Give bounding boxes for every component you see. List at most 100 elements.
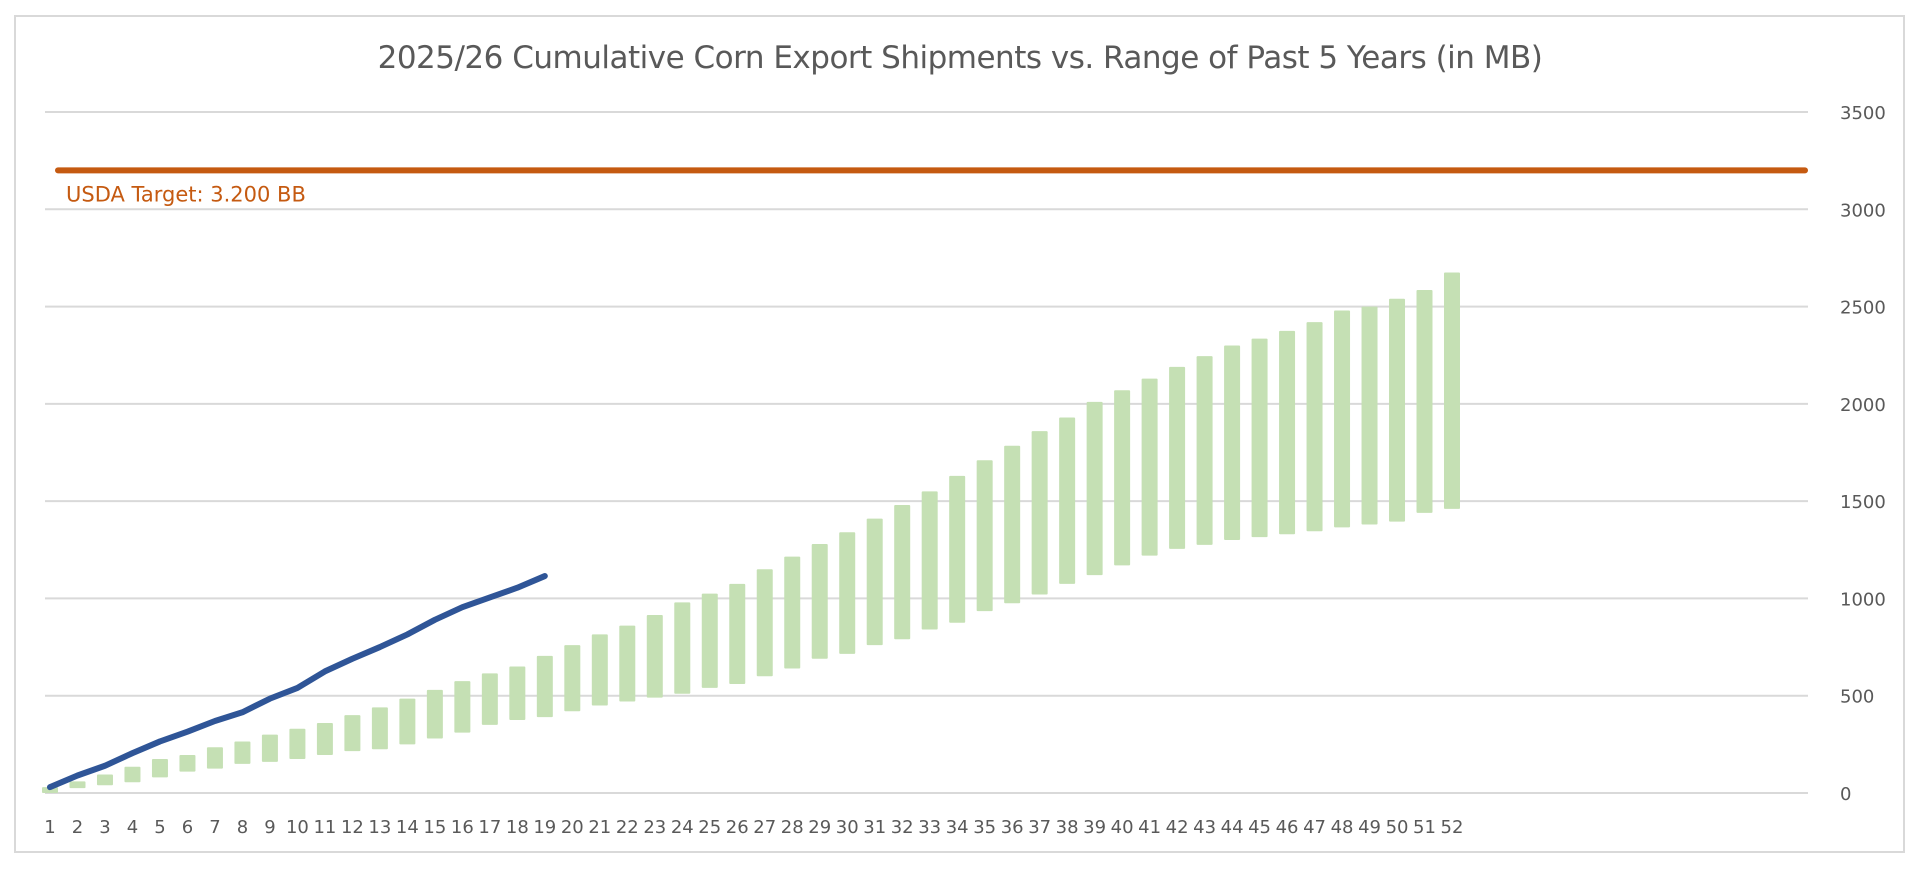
x-tick-label: 26 [726,817,749,838]
range-bar [1389,298,1406,522]
range-bar [96,774,113,786]
current-season-line [47,573,548,791]
range-bar [426,689,443,739]
chart-title: 2025/26 Cumulative Corn Export Shipments… [377,40,1543,76]
range-bar [976,460,993,612]
range-bar [866,518,883,646]
x-tick-label: 25 [698,817,721,838]
range-bar [619,625,636,702]
x-tick-label: 32 [891,817,914,838]
range-bar [289,728,306,759]
range-bar [151,758,168,778]
x-tick-label: 43 [1193,817,1216,838]
x-tick-label: 49 [1358,817,1381,838]
x-tick-label: 11 [313,817,336,838]
x-tick-label: 1 [44,817,55,838]
range-bar [234,741,251,764]
x-tick-label: 14 [396,817,419,838]
x-tick-label: 28 [781,817,804,838]
y-tick-label: 1500 [1840,492,1886,513]
x-tick-label: 19 [533,817,556,838]
x-tick-label: 2 [72,817,83,838]
x-tick-label: 12 [341,817,364,838]
x-tick-label: 35 [973,817,996,838]
range-bar [1334,310,1351,528]
x-tick-label: 48 [1331,817,1354,838]
x-tick-label: 4 [127,817,138,838]
range-bar [1059,417,1076,584]
usda-target: USDA Target: 3.200 BB [55,167,1808,206]
x-tick-label: 3 [99,817,110,838]
range-bar [206,747,223,769]
x-tick-label: 39 [1083,817,1106,838]
range-bar [1251,338,1268,538]
range-bar [921,491,938,630]
x-tick-label: 22 [616,817,639,838]
range-bar [839,532,856,654]
range-bar [69,781,86,789]
x-tick-label: 18 [506,817,529,838]
x-tick-label: 5 [154,817,165,838]
x-tick-label: 17 [478,817,501,838]
range-bar [179,755,196,772]
range-bar [949,475,966,623]
x-tick-label: 45 [1248,817,1271,838]
x-tick-label: 33 [918,817,941,838]
x-tick-label: 52 [1441,817,1464,838]
x-tick-label: 24 [671,817,694,838]
x-tick-label: 27 [753,817,776,838]
x-tick-label: 38 [1056,817,1079,838]
range-bar [261,734,278,762]
gridlines [45,111,1808,794]
x-tick-label: 36 [1001,817,1024,838]
range-bar [1004,445,1021,604]
x-tick-label: 44 [1221,817,1244,838]
range-bar [1444,272,1460,509]
range-bar [701,593,718,688]
range-bar [729,583,746,685]
range-bar [536,655,553,718]
x-tick-label: 34 [946,817,969,838]
x-tick-label: 41 [1138,817,1161,838]
range-bar [674,602,691,694]
range-bar [481,673,498,725]
range-bar [894,505,911,640]
x-tick-label: 46 [1276,817,1299,838]
range-bar [509,666,526,721]
x-axis-ticks: 1 2 3 4 5 6 7 8 9 10 11 12 13 14 15 16 17 18 19 20 21 22 23 24 2… [44,817,1463,838]
x-tick-label: 42 [1166,817,1189,838]
range-bar [1086,401,1103,576]
range-bars [42,272,1460,793]
x-tick-label: 51 [1413,817,1436,838]
x-tick-label: 20 [561,817,584,838]
range-bar [124,766,141,783]
range-bar [1279,330,1296,535]
range-bar [811,543,828,659]
chart-frame [14,15,1905,853]
y-tick-label: 1000 [1840,589,1886,610]
x-tick-label: 7 [209,817,220,838]
x-tick-label: 50 [1386,817,1409,838]
x-tick-label: 29 [808,817,831,838]
range-bar [454,681,471,733]
x-tick-label: 9 [264,817,275,838]
x-tick-label: 47 [1303,817,1326,838]
y-tick-label: 3000 [1840,200,1886,221]
range-bar [1169,366,1186,549]
target-label: USDA Target: 3.200 BB [66,182,306,206]
y-axis-ticks: 0 500 1000 1500 2000 2500 3000 3500 [1840,103,1886,805]
range-bar [399,698,416,745]
x-tick-label: 16 [451,817,474,838]
y-tick-label: 0 [1840,784,1851,805]
range-bar [1114,390,1131,566]
x-tick-label: 13 [368,817,391,838]
range-bar [756,569,773,677]
range-bar [1224,345,1241,541]
range-bar [1031,431,1048,595]
range-bar [1141,378,1158,556]
range-bar [646,614,663,698]
x-tick-label: 10 [286,817,309,838]
range-bar [1416,290,1433,513]
x-tick-label: 8 [237,817,248,838]
